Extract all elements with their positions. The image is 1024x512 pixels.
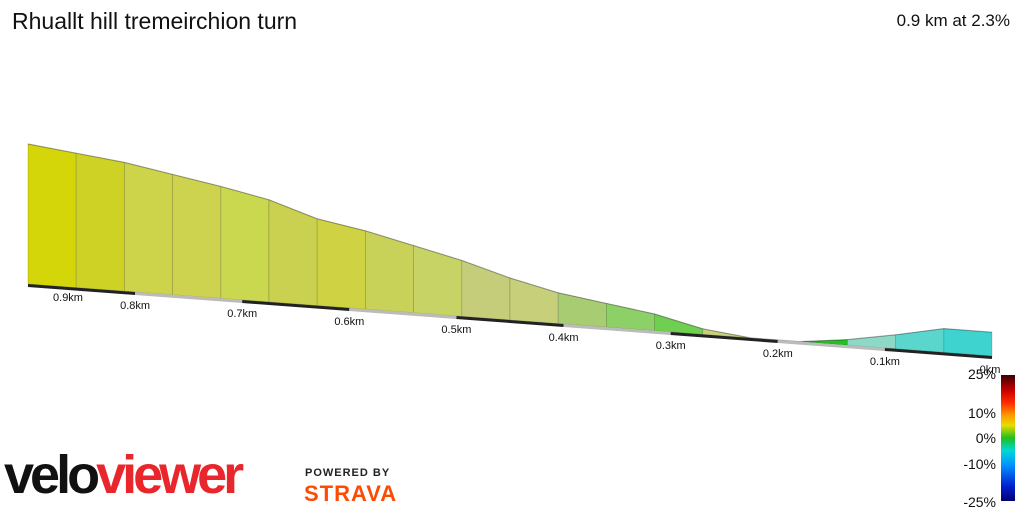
distance-tick-label: 0.2km	[763, 348, 793, 360]
distance-tick-label: 0.1km	[870, 356, 900, 368]
profile-segment-edge	[76, 152, 125, 163]
elevation-profile-chart: 0.9km 0.8km 0.7km 0.6km 0.5km 0.4km 0.3km 0.2km…	[27, 143, 1001, 376]
profile-segment-edge	[895, 328, 944, 336]
profile-segment	[124, 161, 174, 296]
distance-tick-label: 0.6km	[334, 316, 364, 328]
distance-axis-band	[349, 308, 457, 319]
distance-tick-label: 0km	[980, 364, 1001, 376]
profile-segment-edge	[799, 339, 848, 343]
distance-tick-label: 0.8km	[120, 300, 150, 312]
profile-segment	[172, 173, 222, 299]
profile-segment	[413, 245, 463, 317]
profile-segment-edge	[27, 143, 77, 154]
profile-segment-edge	[220, 185, 270, 201]
distance-tick-label: 0.7km	[227, 308, 257, 320]
segment-summary: 0.9 km at 2.3%	[896, 11, 1010, 30]
distance-axis-band	[242, 300, 350, 311]
veloviewer-logo: veloviewer	[4, 445, 244, 505]
logo-viewer-text: viewer	[96, 445, 244, 505]
distance-axis: 0.9km 0.8km 0.7km 0.6km 0.5km 0.4km 0.3km 0.2km…	[27, 284, 1001, 376]
powered-by-label: POWERED BY	[305, 467, 391, 479]
segment-title: Rhuallt hill tremeirchion turn	[12, 8, 298, 34]
distance-axis-band	[27, 284, 136, 295]
profile-segments	[27, 143, 993, 357]
profile-segment-edge	[606, 302, 655, 315]
profile-segment-edge	[172, 173, 221, 187]
gradient-color-scale	[1001, 375, 1015, 501]
profile-segment-edge	[461, 259, 511, 279]
profile-segment-edge	[943, 328, 993, 333]
distance-tick-label: 0.5km	[441, 324, 471, 336]
distance-tick-label: 0.4km	[549, 332, 579, 344]
profile-segment-edge	[365, 230, 414, 247]
distance-tick-label: 0.3km	[656, 340, 686, 352]
distance-axis-band	[884, 348, 993, 359]
profile-segment	[943, 328, 993, 357]
profile-segment	[220, 185, 270, 303]
profile-segment-edge	[413, 245, 462, 261]
profile-segment-edge	[268, 199, 318, 220]
distance-axis-band	[670, 332, 778, 343]
strava-logo: STRAVA	[304, 481, 398, 506]
distance-axis-band	[563, 324, 671, 335]
profile-segment-edge	[509, 277, 559, 294]
distance-axis-band	[777, 340, 886, 351]
profile-segment-edge	[124, 161, 173, 175]
profile-segment	[606, 302, 655, 332]
profile-segment	[27, 143, 77, 289]
legend-label-0: 0%	[975, 430, 996, 446]
profile-segment-edge	[558, 292, 607, 304]
profile-segment-edge	[654, 313, 703, 330]
profile-segment-edge	[317, 218, 366, 232]
distance-axis-band	[134, 292, 243, 303]
legend-label-neg10: -10%	[963, 456, 996, 472]
profile-segment-edge	[847, 334, 896, 341]
legend-label-25: 25%	[967, 366, 996, 382]
legend-label-10: 10%	[967, 405, 996, 421]
legend-label-neg25: -25%	[963, 494, 996, 510]
distance-axis-band	[456, 316, 564, 327]
logo-velo-text: velo	[4, 445, 100, 505]
profile-segment-edge	[702, 328, 752, 339]
distance-tick-label: 0.9km	[53, 292, 83, 304]
profile-segment	[75, 152, 125, 292]
profile-segment	[316, 218, 366, 310]
